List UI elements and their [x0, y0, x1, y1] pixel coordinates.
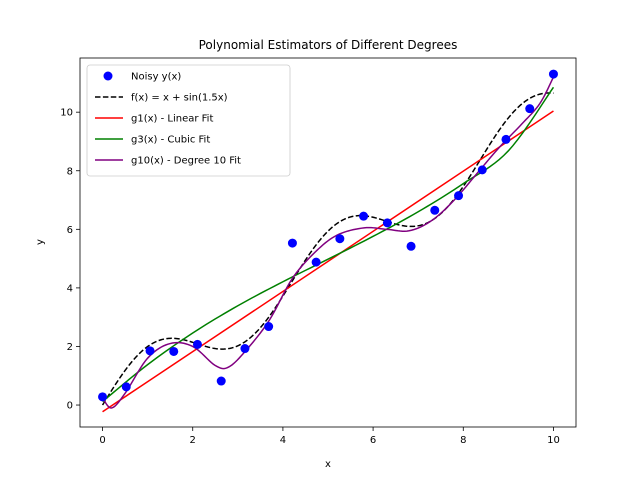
x-tick-label: 2 [190, 435, 196, 446]
legend-marker [103, 71, 113, 81]
scatter-point [454, 191, 464, 201]
scatter-point [145, 346, 155, 356]
scatter-point [501, 134, 511, 144]
y-tick-label: 6 [67, 225, 73, 236]
series-group [98, 69, 558, 413]
scatter-point [192, 339, 202, 349]
series-line-true_fn [101, 92, 554, 406]
scatter-point [98, 392, 108, 402]
legend-label: g1(x) - Linear Fit [131, 114, 213, 125]
y-axis-label: y [35, 239, 46, 245]
scatter-point [240, 344, 250, 354]
y-tick-label: 4 [67, 283, 73, 294]
scatter-point [169, 346, 179, 356]
x-tick-label: 4 [280, 435, 286, 446]
x-tick-label: 6 [370, 435, 376, 446]
x-tick-label: 8 [460, 435, 466, 446]
legend-label: f(x) = x + sin(1.5x) [131, 93, 228, 104]
scatter-point [525, 104, 535, 114]
y-tick-label: 0 [67, 401, 73, 412]
x-tick-label: 10 [547, 435, 560, 446]
legend-label: g3(x) - Cubic Fit [131, 135, 210, 146]
series-line-deg10 [101, 76, 555, 409]
x-tick-label: 0 [99, 435, 105, 446]
scatter-point [548, 69, 558, 79]
chart-title: Polynomial Estimators of Different Degre… [199, 38, 458, 52]
scatter-point [264, 322, 274, 332]
legend-label: Noisy y(x) [131, 72, 181, 83]
series-line-linear [102, 110, 554, 413]
legend-label: g10(x) - Degree 10 Fit [131, 156, 241, 167]
axes-frame [79, 57, 577, 428]
scatter-point [406, 241, 416, 251]
y-tick-label: 10 [60, 108, 73, 119]
y-axis-ticks: 0 2 4 6 8 10 [60, 108, 80, 412]
y-tick-label: 8 [67, 166, 73, 177]
scatter-point [216, 376, 226, 386]
scatter-point [121, 382, 131, 392]
scatter-point [287, 238, 297, 248]
scatter-point [359, 211, 369, 221]
y-tick-label: 2 [67, 342, 73, 353]
legend: Noisy y(x) f(x) = x + sin(1.5x) g1(x) - Li… [86, 64, 291, 177]
scatter-point [382, 218, 392, 228]
x-axis-ticks: 0 2 4 6 8 10 [99, 427, 560, 446]
legend-box [86, 64, 291, 177]
x-axis-label: x [325, 459, 331, 470]
scatter-point [477, 165, 487, 175]
scatter-point [311, 257, 321, 267]
scatter-point [335, 234, 345, 244]
scatter-point [430, 205, 440, 215]
